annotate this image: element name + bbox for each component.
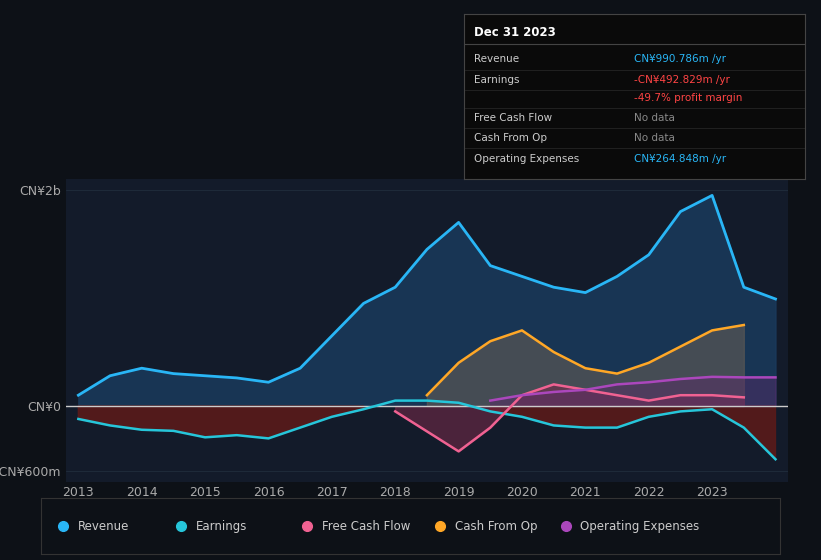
Text: Free Cash Flow: Free Cash Flow <box>322 520 410 533</box>
Text: Cash From Op: Cash From Op <box>474 133 547 143</box>
Text: Revenue: Revenue <box>78 520 130 533</box>
Text: CN¥264.848m /yr: CN¥264.848m /yr <box>635 155 727 165</box>
Text: Earnings: Earnings <box>474 75 520 85</box>
Text: No data: No data <box>635 113 675 123</box>
Text: Revenue: Revenue <box>474 54 519 64</box>
Text: No data: No data <box>635 133 675 143</box>
Text: CN¥990.786m /yr: CN¥990.786m /yr <box>635 54 727 64</box>
Text: Earnings: Earnings <box>196 520 248 533</box>
Text: Cash From Op: Cash From Op <box>455 520 537 533</box>
Text: Operating Expenses: Operating Expenses <box>580 520 699 533</box>
Text: Dec 31 2023: Dec 31 2023 <box>474 26 556 39</box>
Text: -CN¥492.829m /yr: -CN¥492.829m /yr <box>635 75 730 85</box>
Text: -49.7% profit margin: -49.7% profit margin <box>635 94 743 103</box>
Text: Operating Expenses: Operating Expenses <box>474 155 580 165</box>
Text: Free Cash Flow: Free Cash Flow <box>474 113 553 123</box>
